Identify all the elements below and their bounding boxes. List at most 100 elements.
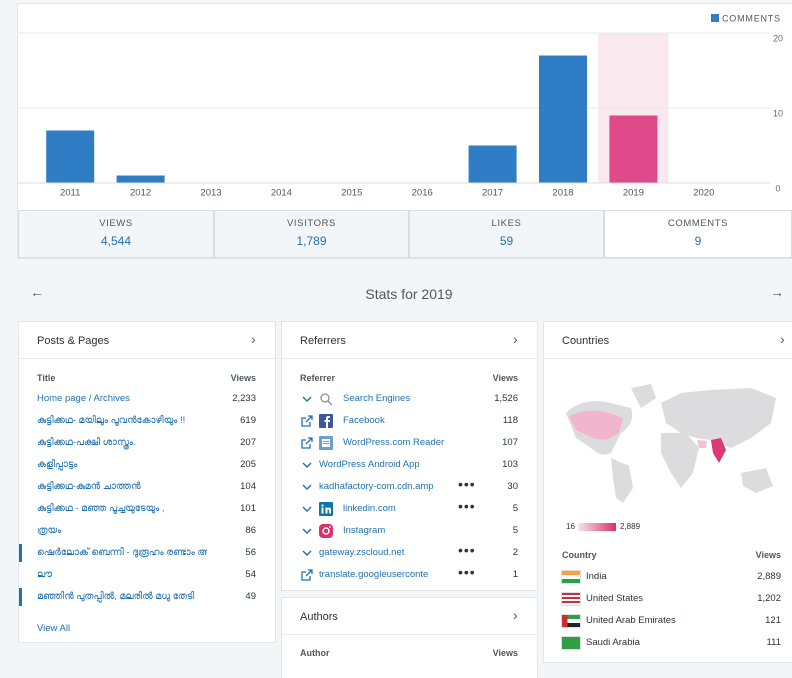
column-header: Views [492,648,518,658]
country-name: United States [586,593,644,604]
panel-divider [282,358,537,359]
country-views: 2,889 [757,571,781,582]
referrer-views: 5 [512,503,518,514]
panel-title: Referrers [300,335,346,347]
next-arrow[interactable]: → [770,284,784,300]
row-toggle [301,569,313,581]
chart: 0 10 20 2011 2012 2013 2014 2015 2016 2017 2018 201… [18,13,783,199]
x-tick-label: 2014 [271,188,292,199]
y-tick-label: 10 [773,108,783,118]
post-views: 619 [240,415,256,426]
panel [544,322,792,662]
panel-divider [282,634,537,635]
post-title[interactable]: കുട്ടിക്കഥ- മയിലും പൂവൻകോഴിയും !! [37,415,186,426]
post-title[interactable]: ലൗ [37,569,53,580]
summary-tab[interactable] [18,210,214,258]
bar[interactable] [116,175,165,184]
view-all[interactable]: View All [37,623,71,634]
referrer-name[interactable]: WordPress Android App [319,459,420,470]
panel [19,322,275,642]
summary-tab[interactable] [214,210,409,258]
legend-swatch [711,14,719,22]
tab-label: VIEWS [99,218,133,229]
bar[interactable] [539,55,587,184]
post-title[interactable]: കളിപ്പാട്ടം [37,459,78,470]
post-title[interactable]: Home page / Archives [37,393,130,404]
row-toggle [302,550,312,556]
referrer-views: 103 [502,459,518,470]
referrer-name[interactable]: linkedin.com [343,503,396,514]
referrer-name[interactable]: gateway.zscloud.net [319,547,405,558]
tab-value: 59 [499,234,514,248]
x-tick-label: 2012 [130,188,151,199]
column-header: Title [37,373,56,383]
post-views: 86 [245,525,256,536]
panel-arrow[interactable]: › [513,607,518,623]
column-header: Country [562,550,597,560]
tab-label: VISITORS [287,218,336,229]
country-views: 1,202 [757,593,781,604]
referrer-views: 1 [512,569,518,580]
post-title[interactable]: ത്രയം [37,525,62,536]
post-views: 2,233 [232,393,256,404]
summary-tab[interactable] [604,210,792,258]
referrer-icon [319,414,333,428]
panel-arrow[interactable]: › [251,331,256,347]
tab-value: 9 [694,234,702,248]
x-tick-label: 2013 [200,188,221,199]
bar[interactable] [468,145,517,184]
country-flag [562,593,580,605]
x-tick-label: 2017 [482,188,503,199]
post-views: 207 [240,437,256,448]
post-title[interactable]: മഞ്ഞിൻ പുതപ്പിൽ, മലരിൽ മധു തേടി [37,591,195,602]
referrer-icon [319,502,333,516]
post-views: 56 [245,547,256,558]
panel-title: Posts & Pages [37,335,110,347]
country-flag [562,637,580,649]
post-title[interactable]: കുട്ടിക്കഥ-കുമൻ ചാത്തൻ [37,481,141,492]
panel-title: Countries [562,335,610,347]
tab-label: LIKES [491,218,522,229]
post-views: 54 [245,569,256,580]
country-name: United Arab Emirates [586,615,676,626]
referrer-name[interactable]: WordPress.com Reader [343,437,445,448]
row-toggle [302,484,312,490]
x-tick-label: 2018 [552,188,573,199]
tab-value: 1,789 [296,234,327,248]
country-views: 121 [765,615,781,626]
tab-value: 4,544 [100,234,132,248]
row-toggle [301,415,313,427]
world-map [566,384,776,503]
x-tick-label: 2019 [623,188,644,199]
bar[interactable] [609,115,658,184]
more-menu[interactable]: ••• [458,498,476,514]
referrer-name[interactable]: Instagram [343,525,386,536]
more-menu[interactable]: ••• [458,564,476,580]
panel-arrow[interactable]: › [513,331,518,347]
bar[interactable] [46,130,95,184]
legend-label: COMMENTS [722,13,781,23]
map-legend-min: 16 [566,522,575,531]
summary-tab[interactable] [409,210,604,258]
referrer-name[interactable]: translate.googleuserconte [319,569,429,580]
post-title[interactable]: ഷെർലോക് ബെന്നി - ദുരൂഹം രണ്ടാം അ [37,547,207,558]
panel-arrow[interactable]: › [780,331,785,347]
panel [282,598,537,678]
prev-arrow[interactable]: ← [30,284,44,300]
more-menu[interactable]: ••• [458,542,476,558]
post-views: 49 [245,591,256,602]
row-toggle [302,396,312,402]
referrer-icon [320,393,333,406]
country-flag [562,615,580,627]
post-title[interactable]: കുട്ടിക്കഥ - മഞ്ഞ പൂച്ചയുടേയും , [37,503,165,514]
referrer-name[interactable]: kadhafactory-com.cdn.amp [319,481,434,492]
more-menu[interactable]: ••• [458,476,476,492]
column-header: Views [755,550,781,560]
post-title[interactable]: കുട്ടിക്കഥ-പക്ഷി ശാസ്ത്രം. [37,437,136,448]
tab-label: COMMENTS [667,218,729,229]
referrer-name[interactable]: Search Engines [343,393,411,404]
panel-title: Authors [300,611,338,623]
referrer-views: 2 [512,547,518,558]
referrer-name[interactable]: Facebook [343,415,385,426]
referrer-views: 30 [507,481,518,492]
